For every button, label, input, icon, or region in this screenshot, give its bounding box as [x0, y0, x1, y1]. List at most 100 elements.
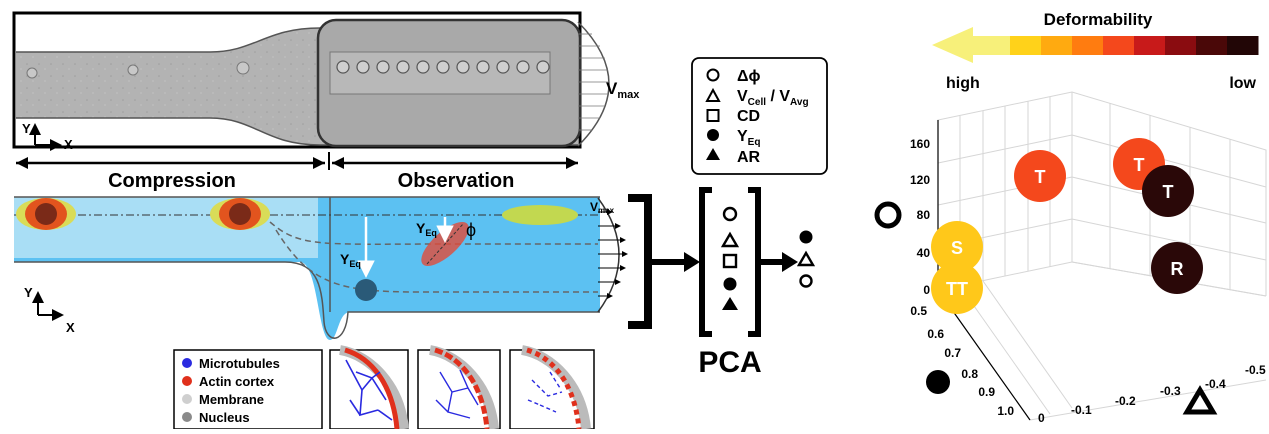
gradient-swatch	[1010, 36, 1042, 55]
deformability-low-label: low	[1229, 75, 1256, 92]
deformability-scale: Deformability high low	[932, 10, 1259, 92]
actin-swatch	[182, 376, 192, 386]
x-tick-label: -0.5	[1245, 363, 1266, 377]
scatter-point	[1014, 150, 1066, 202]
gradient-swatch	[1103, 36, 1135, 55]
y-tick-label: 0.9	[978, 385, 995, 399]
velocity-profile	[577, 21, 610, 147]
matrix-filled-triangle-icon	[722, 297, 738, 310]
scatter-grid	[937, 91, 1267, 421]
channel-schematic: YEq YEq ϕ Vmax Y X	[14, 196, 628, 340]
param-label-4: AR	[737, 149, 761, 166]
observation-label: Observation	[398, 170, 515, 192]
elongated-cell	[502, 205, 578, 225]
scatter-point-label: T	[1163, 182, 1174, 202]
scatter-point	[931, 221, 983, 273]
deformability-title: Deformability	[1044, 10, 1153, 29]
gradient-swatch	[1196, 36, 1228, 55]
cell-section-1	[329, 345, 409, 430]
pca-label: PCA	[698, 346, 761, 379]
x-tick-label: -0.3	[1160, 384, 1181, 398]
filled-triangle-icon	[706, 148, 720, 160]
gradient-swatch	[1134, 36, 1166, 55]
matrix-filled-circle-icon	[723, 277, 737, 291]
cell-legend-actin: Actin cortex	[199, 374, 275, 389]
scatter-point	[931, 262, 983, 314]
deformability-gradient	[1010, 36, 1259, 55]
y-tick-label: 1.0	[997, 404, 1014, 418]
cell-nucleus-1	[35, 203, 57, 225]
gradient-swatch	[1165, 36, 1197, 55]
cell-2	[127, 64, 139, 76]
scatter-point-label: TT	[946, 279, 968, 299]
open-square-icon	[706, 109, 720, 122]
microtubules-swatch	[182, 358, 192, 368]
z-axis-ticks: 0 40 80 120 160	[910, 137, 930, 297]
cell-section-3	[509, 345, 595, 430]
x-axis-ticks: 0 -0.1 -0.2 -0.3 -0.4 -0.5	[1038, 363, 1266, 425]
deformability-arrowhead	[932, 27, 1010, 63]
z-tick-label: 80	[917, 208, 931, 222]
cell-component-legend: Microtubules Actin cortex Membrane Nucle…	[173, 349, 323, 430]
gradient-swatch	[1041, 36, 1073, 55]
y-tick-label: 0.5	[910, 304, 927, 318]
y-tick-label: 0.8	[961, 367, 978, 381]
pca-3d-scatter: 0 40 80 120 160 0.50.60.70.80.91.0 0 -0.1 -0.2…	[874, 91, 1267, 425]
parameter-legend: Δϕ VCell / VAvg CD YEq AR	[691, 57, 828, 175]
compression-label: Compression	[108, 170, 236, 192]
x-axis-label: X	[64, 137, 73, 152]
x-tick-label: 0	[1038, 411, 1045, 425]
filled-circle-icon	[707, 129, 719, 141]
velocity-ticks	[578, 33, 609, 131]
cell-1	[26, 67, 38, 79]
vmax-label: Vmax	[606, 79, 640, 101]
phi-label: ϕ	[466, 220, 476, 240]
cell-section-panels	[329, 345, 595, 430]
membrane-swatch	[182, 394, 192, 404]
cell-3	[236, 61, 250, 75]
z-axis-open-circle-icon	[874, 201, 902, 229]
output-open-triangle-icon	[796, 250, 816, 267]
matrix-open-square-icon	[722, 253, 738, 269]
scatter-point-label: T	[1035, 167, 1046, 187]
cell-legend-membrane: Membrane	[199, 392, 264, 407]
deformability-high-label: high	[946, 75, 980, 92]
scatter-point	[1142, 165, 1194, 217]
region-arrows: Compression Observation	[16, 152, 578, 192]
scatter-point-label: R	[1171, 259, 1184, 279]
schematic-y-label: Y	[24, 285, 33, 300]
matrix-open-triangle-icon	[720, 231, 740, 248]
y-axis-ticks: 0.50.60.70.80.91.0	[910, 304, 1014, 418]
z-tick-label: 120	[910, 173, 930, 187]
scatter-point	[1151, 242, 1203, 294]
x-tick-label: -0.1	[1071, 403, 1092, 417]
param-label-2: CD	[737, 108, 760, 125]
param-label-3: YEq	[737, 128, 760, 148]
scatter-point-label: S	[951, 238, 963, 258]
yeq-label-2: YEq	[416, 220, 437, 238]
cell-legend-microtubules: Microtubules	[199, 356, 280, 371]
param-label-0: Δϕ	[737, 68, 761, 85]
z-tick-label: 0	[923, 283, 930, 297]
y-tick-label: 0.6	[927, 327, 944, 341]
matrix-bracket-left	[699, 187, 712, 337]
nucleus-swatch	[182, 412, 192, 422]
round-cell	[355, 279, 377, 301]
micrograph-panel: Vmax Y X	[12, 11, 640, 152]
gradient-swatch	[1072, 36, 1104, 55]
matrix-open-circle-icon	[722, 206, 738, 222]
y-axis-filled-circle-icon	[926, 370, 950, 394]
pca-block: PCA	[628, 187, 816, 379]
schematic-velocity-arrows	[598, 209, 628, 299]
cell-legend-nucleus: Nucleus	[199, 410, 250, 425]
cell-section-2	[417, 345, 501, 430]
y-axis-label: Y	[22, 121, 31, 136]
z-tick-label: 40	[917, 246, 931, 260]
matrix-bracket-right	[748, 187, 761, 337]
output-filled-circle-icon	[799, 230, 813, 244]
observed-cells	[336, 60, 550, 74]
combine-bracket	[628, 194, 652, 329]
x-tick-label: -0.4	[1205, 377, 1226, 391]
